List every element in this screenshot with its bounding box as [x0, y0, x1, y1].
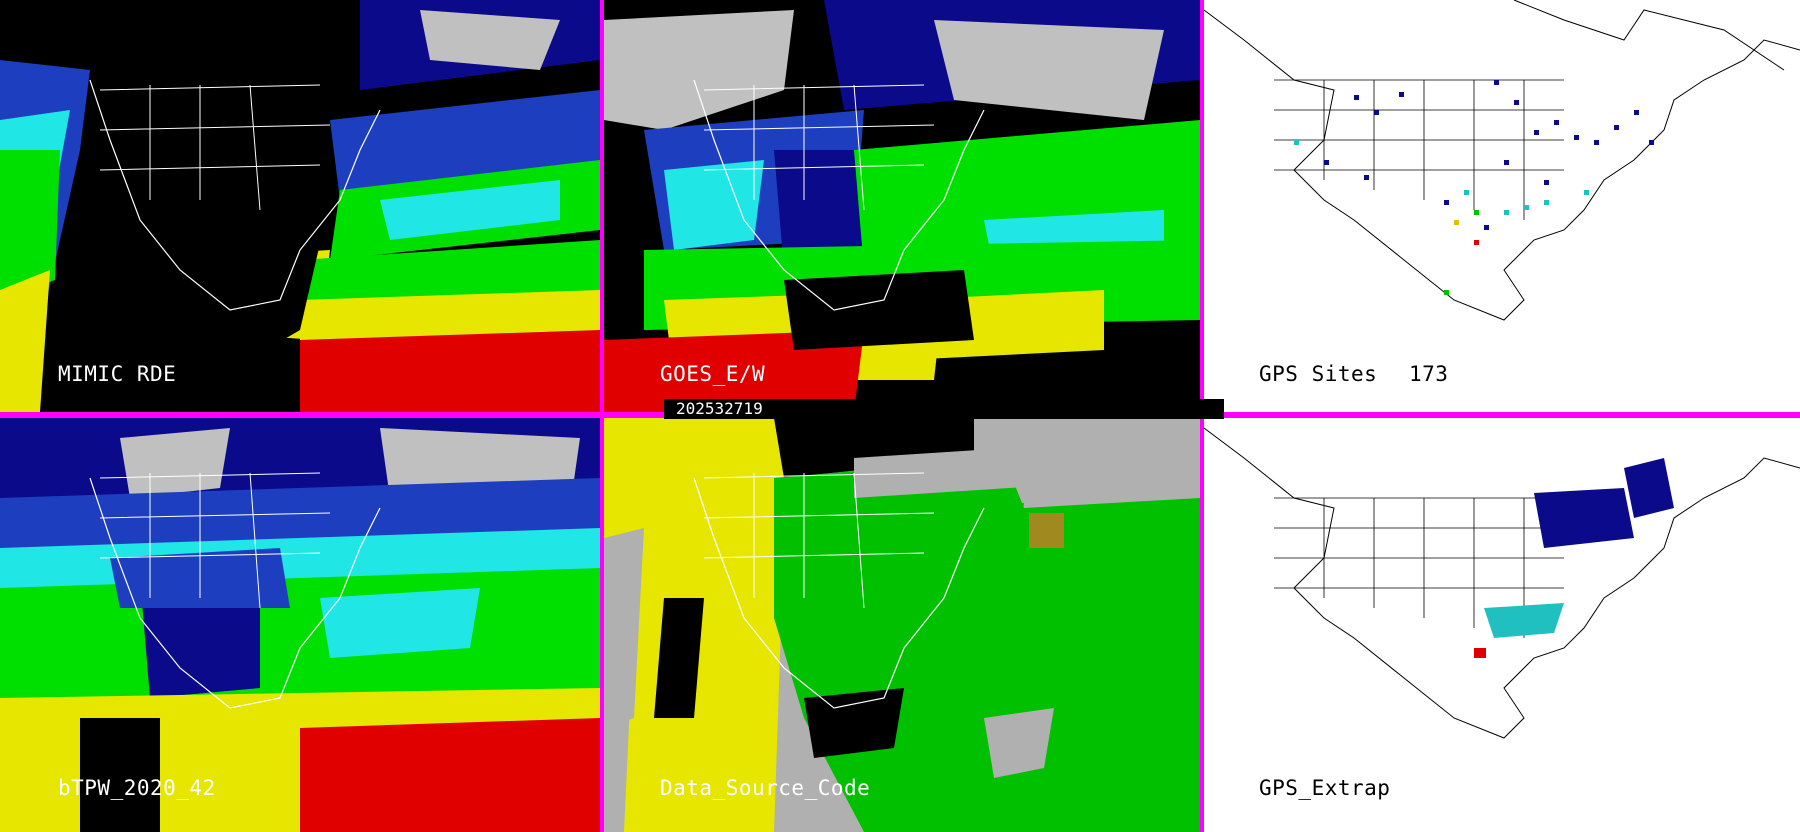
btpw-map	[0, 418, 600, 832]
timestamp-bar	[664, 399, 1224, 419]
gps-sites-count: 173	[1409, 362, 1449, 386]
gps-extrap-label: GPS_Extrap	[1259, 776, 1391, 800]
timestamp-label: 202532719	[676, 399, 763, 418]
gps-extrap-panel: GPS_Extrap	[1204, 418, 1800, 832]
gps-extrap-map	[1204, 418, 1800, 832]
goes-ew-label: GOES_E/W	[660, 362, 766, 386]
data-source-map	[604, 418, 1200, 832]
gps-sites-panel: GPS Sites 173	[1204, 0, 1800, 412]
data-source-panel: Data_Source_Code	[604, 418, 1200, 832]
gps-sites-map	[1204, 0, 1800, 412]
goes-ew-map	[604, 0, 1200, 412]
mimic-rde-panel: MIMIC RDE	[0, 0, 600, 412]
gps-sites-label: GPS Sites	[1259, 362, 1378, 386]
btpw-label: bTPW_2020_42	[58, 776, 216, 800]
mimic-rde-map	[0, 0, 600, 412]
data-source-label: Data_Source_Code	[660, 776, 871, 800]
btpw-panel: bTPW_2020_42	[0, 418, 600, 832]
mimic-rde-label: MIMIC RDE	[58, 362, 177, 386]
goes-ew-panel: GOES_E/W	[604, 0, 1200, 412]
